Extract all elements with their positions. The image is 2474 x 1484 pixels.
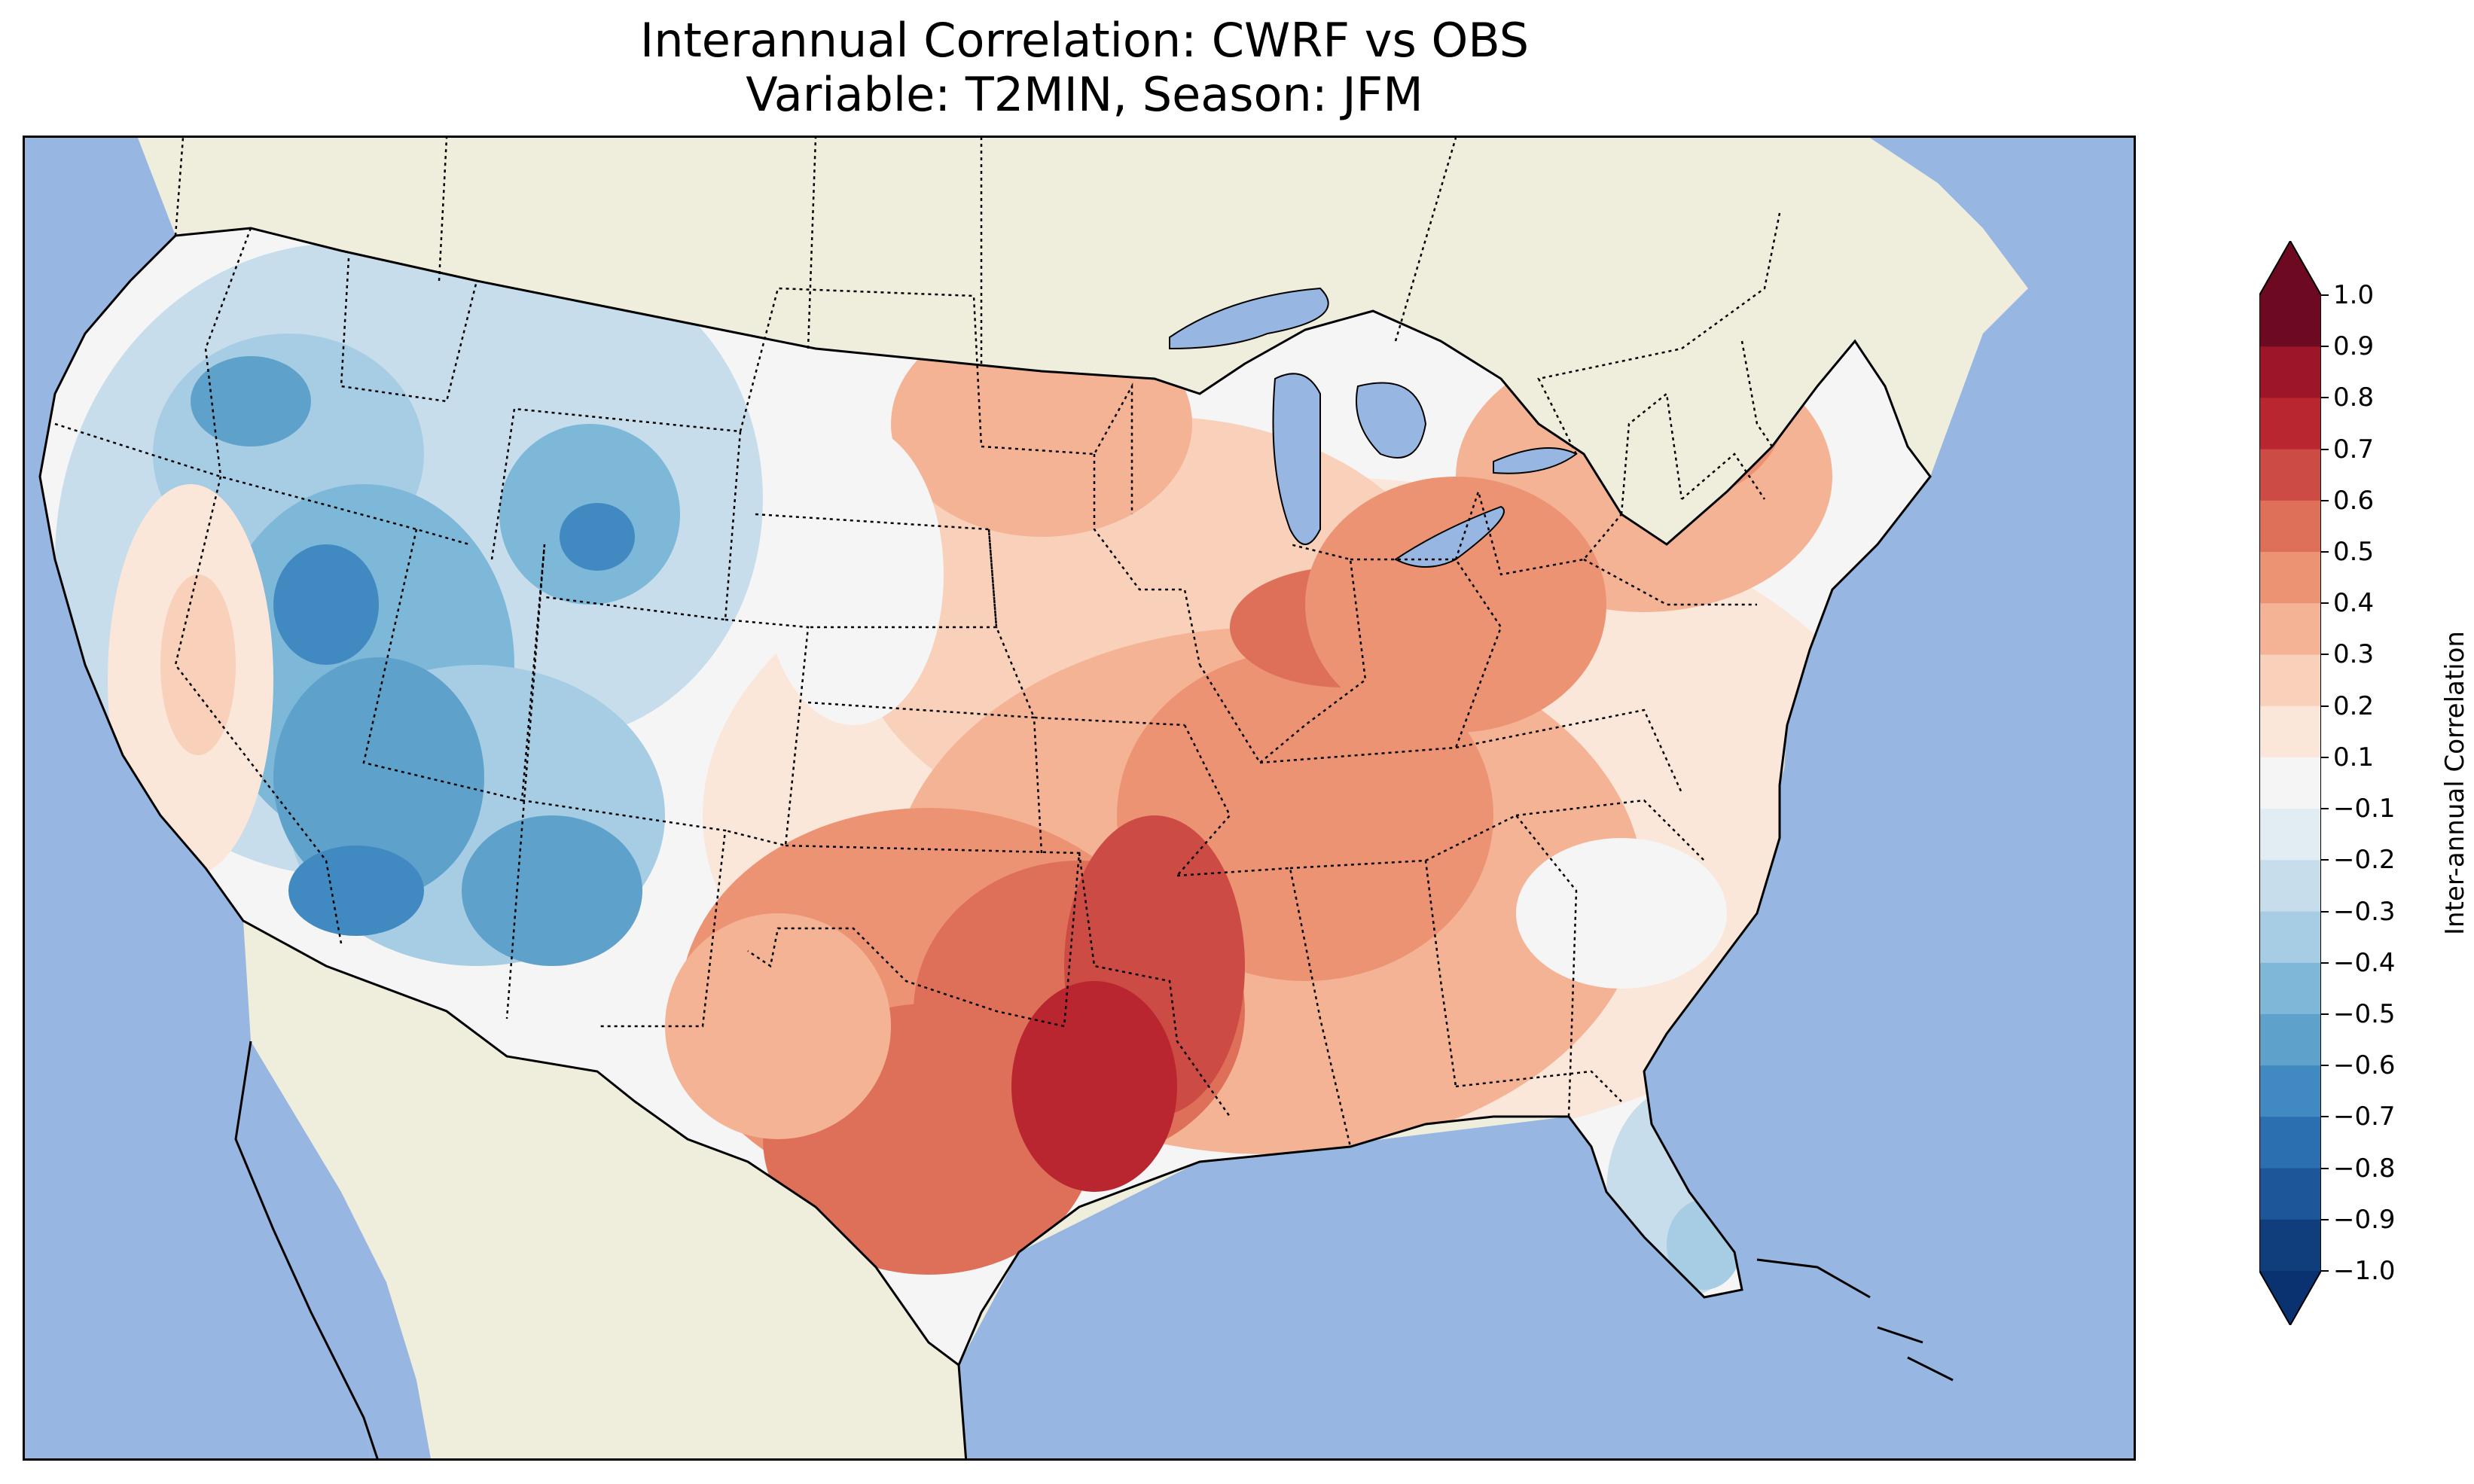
colorbar-tick-mark	[2321, 397, 2329, 399]
colorbar-label: Inter-annual Correlation	[2440, 631, 2470, 935]
colorbar-tick-mark	[2321, 346, 2329, 348]
colorbar-tick-mark	[2321, 1013, 2329, 1015]
colorbar-bin	[2259, 500, 2321, 553]
colorbar-tick-mark	[2321, 808, 2329, 810]
colorbar-tick-label: −0.8	[2333, 1153, 2396, 1184]
colorbar-bin	[2259, 1168, 2321, 1220]
state-borders	[54, 138, 1781, 1147]
colorbar-tick-mark	[2321, 910, 2329, 913]
us-coastline	[38, 227, 1932, 1367]
colorbar-tick-label: 0.5	[2333, 537, 2375, 568]
correlation-field	[40, 228, 1930, 1365]
colorbar	[2259, 241, 2321, 1325]
colorbar-extend-min	[2259, 1271, 2321, 1325]
map-title-line-1: Interannual Correlation: CWRF vs OBS	[639, 13, 1530, 68]
colorbar-tick-mark	[2321, 756, 2329, 758]
colorbar-bin	[2259, 705, 2321, 758]
colorbar-tick-label: −1.0	[2333, 1256, 2396, 1286]
colorbar-bin	[2259, 1013, 2321, 1066]
colorbar-tick-label: 0.6	[2333, 485, 2375, 516]
colorbar-tick-label: −0.1	[2333, 794, 2396, 824]
colorbar-bin	[2259, 809, 2321, 861]
colorbar-bin	[2259, 962, 2321, 1015]
colorbar-bin	[2259, 295, 2321, 347]
colorbar-bin	[2259, 603, 2321, 655]
colorbar-segments	[2259, 295, 2321, 1272]
colorbar-bin	[2259, 1117, 2321, 1169]
colorbar-bin	[2259, 654, 2321, 707]
lake-michigan	[1272, 373, 1321, 545]
colorbar-tick-label: 0.9	[2333, 331, 2375, 362]
colorbar-tick-mark	[2321, 1065, 2329, 1067]
colorbar-extend-max	[2259, 241, 2321, 295]
map-title-line-2: Variable: T2MIN, Season: JFM	[746, 67, 1423, 122]
mexico-gulf-coastline	[957, 1364, 968, 1458]
lake-superior	[1169, 287, 1329, 350]
lake-ontario	[1493, 447, 1578, 474]
colorbar-tick-label: −0.2	[2333, 845, 2396, 876]
colorbar-tick-label: −0.7	[2333, 1102, 2396, 1132]
colorbar-tick-mark	[2321, 499, 2329, 501]
colorbar-tick-label: −0.4	[2333, 947, 2396, 978]
colorbar-tick-mark	[2321, 859, 2329, 861]
colorbar-tick-mark	[2321, 961, 2329, 964]
pacific-ocean	[25, 138, 371, 1458]
colorbar-tick-label: −0.3	[2333, 896, 2396, 927]
colorbar-tick-mark	[2321, 1167, 2329, 1169]
colorbar-tick-label: 0.7	[2333, 434, 2375, 465]
colorbar-tick-mark	[2321, 602, 2329, 605]
baja-coastline	[234, 1041, 379, 1458]
colorbar-tick-mark	[2321, 294, 2329, 296]
map-canvas	[25, 138, 2134, 1458]
colorbar-bin	[2259, 911, 2321, 964]
map-panel	[23, 136, 2136, 1461]
colorbar-tick-mark	[2321, 705, 2329, 707]
colorbar-tick-label: −0.9	[2333, 1204, 2396, 1235]
colorbar-tick-label: 0.8	[2333, 382, 2375, 413]
colorbar-tick-mark	[2321, 551, 2329, 553]
colorbar-tick-mark	[2321, 1270, 2329, 1272]
colorbar-bin	[2259, 860, 2321, 913]
colorbar-tick-label: −0.5	[2333, 998, 2396, 1029]
colorbar-bin	[2259, 398, 2321, 450]
colorbar-tick-label: 0.4	[2333, 588, 2375, 619]
caribbean-islands	[1756, 1258, 1954, 1382]
colorbar-tick-mark	[2321, 654, 2329, 656]
colorbar-tick-label: 0.1	[2333, 742, 2375, 772]
colorbar-bin	[2259, 346, 2321, 398]
colorbar-tick-label: 0.2	[2333, 690, 2375, 721]
colorbar-tick-label: −0.6	[2333, 1050, 2396, 1081]
colorbar-tick-mark	[2321, 448, 2329, 450]
atlantic-ocean	[959, 138, 2134, 1458]
colorbar-tick-mark	[2321, 1218, 2329, 1220]
colorbar-bin	[2259, 449, 2321, 501]
colorbar-bin	[2259, 757, 2321, 809]
colorbar-bin	[2259, 1219, 2321, 1272]
colorbar-bin	[2259, 552, 2321, 604]
colorbar-bin	[2259, 1065, 2321, 1117]
colorbar-tick-label: 0.3	[2333, 639, 2375, 670]
colorbar-tick-mark	[2321, 1116, 2329, 1118]
lake-huron	[1356, 382, 1427, 459]
colorbar-tick-label: 1.0	[2333, 280, 2375, 310]
lake-erie	[1394, 505, 1505, 568]
